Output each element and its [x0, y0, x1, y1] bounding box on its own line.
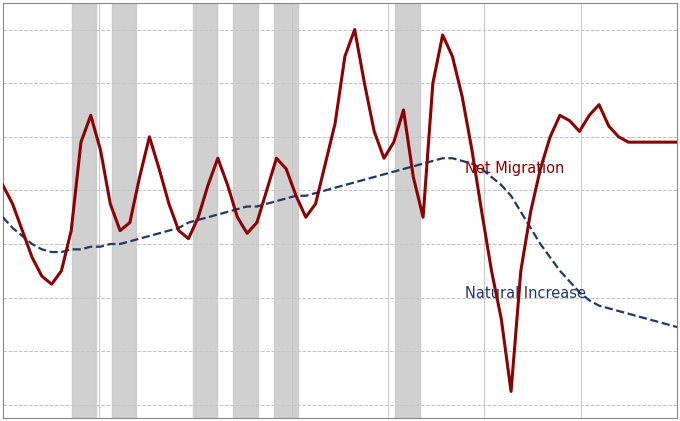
Bar	[193, 3, 217, 418]
Bar	[71, 3, 96, 418]
Bar	[233, 3, 258, 418]
Text: Natural Increase: Natural Increase	[464, 286, 585, 301]
Bar	[395, 3, 420, 418]
Bar	[112, 3, 136, 418]
Text: Net Migration: Net Migration	[464, 162, 564, 176]
Bar	[274, 3, 299, 418]
